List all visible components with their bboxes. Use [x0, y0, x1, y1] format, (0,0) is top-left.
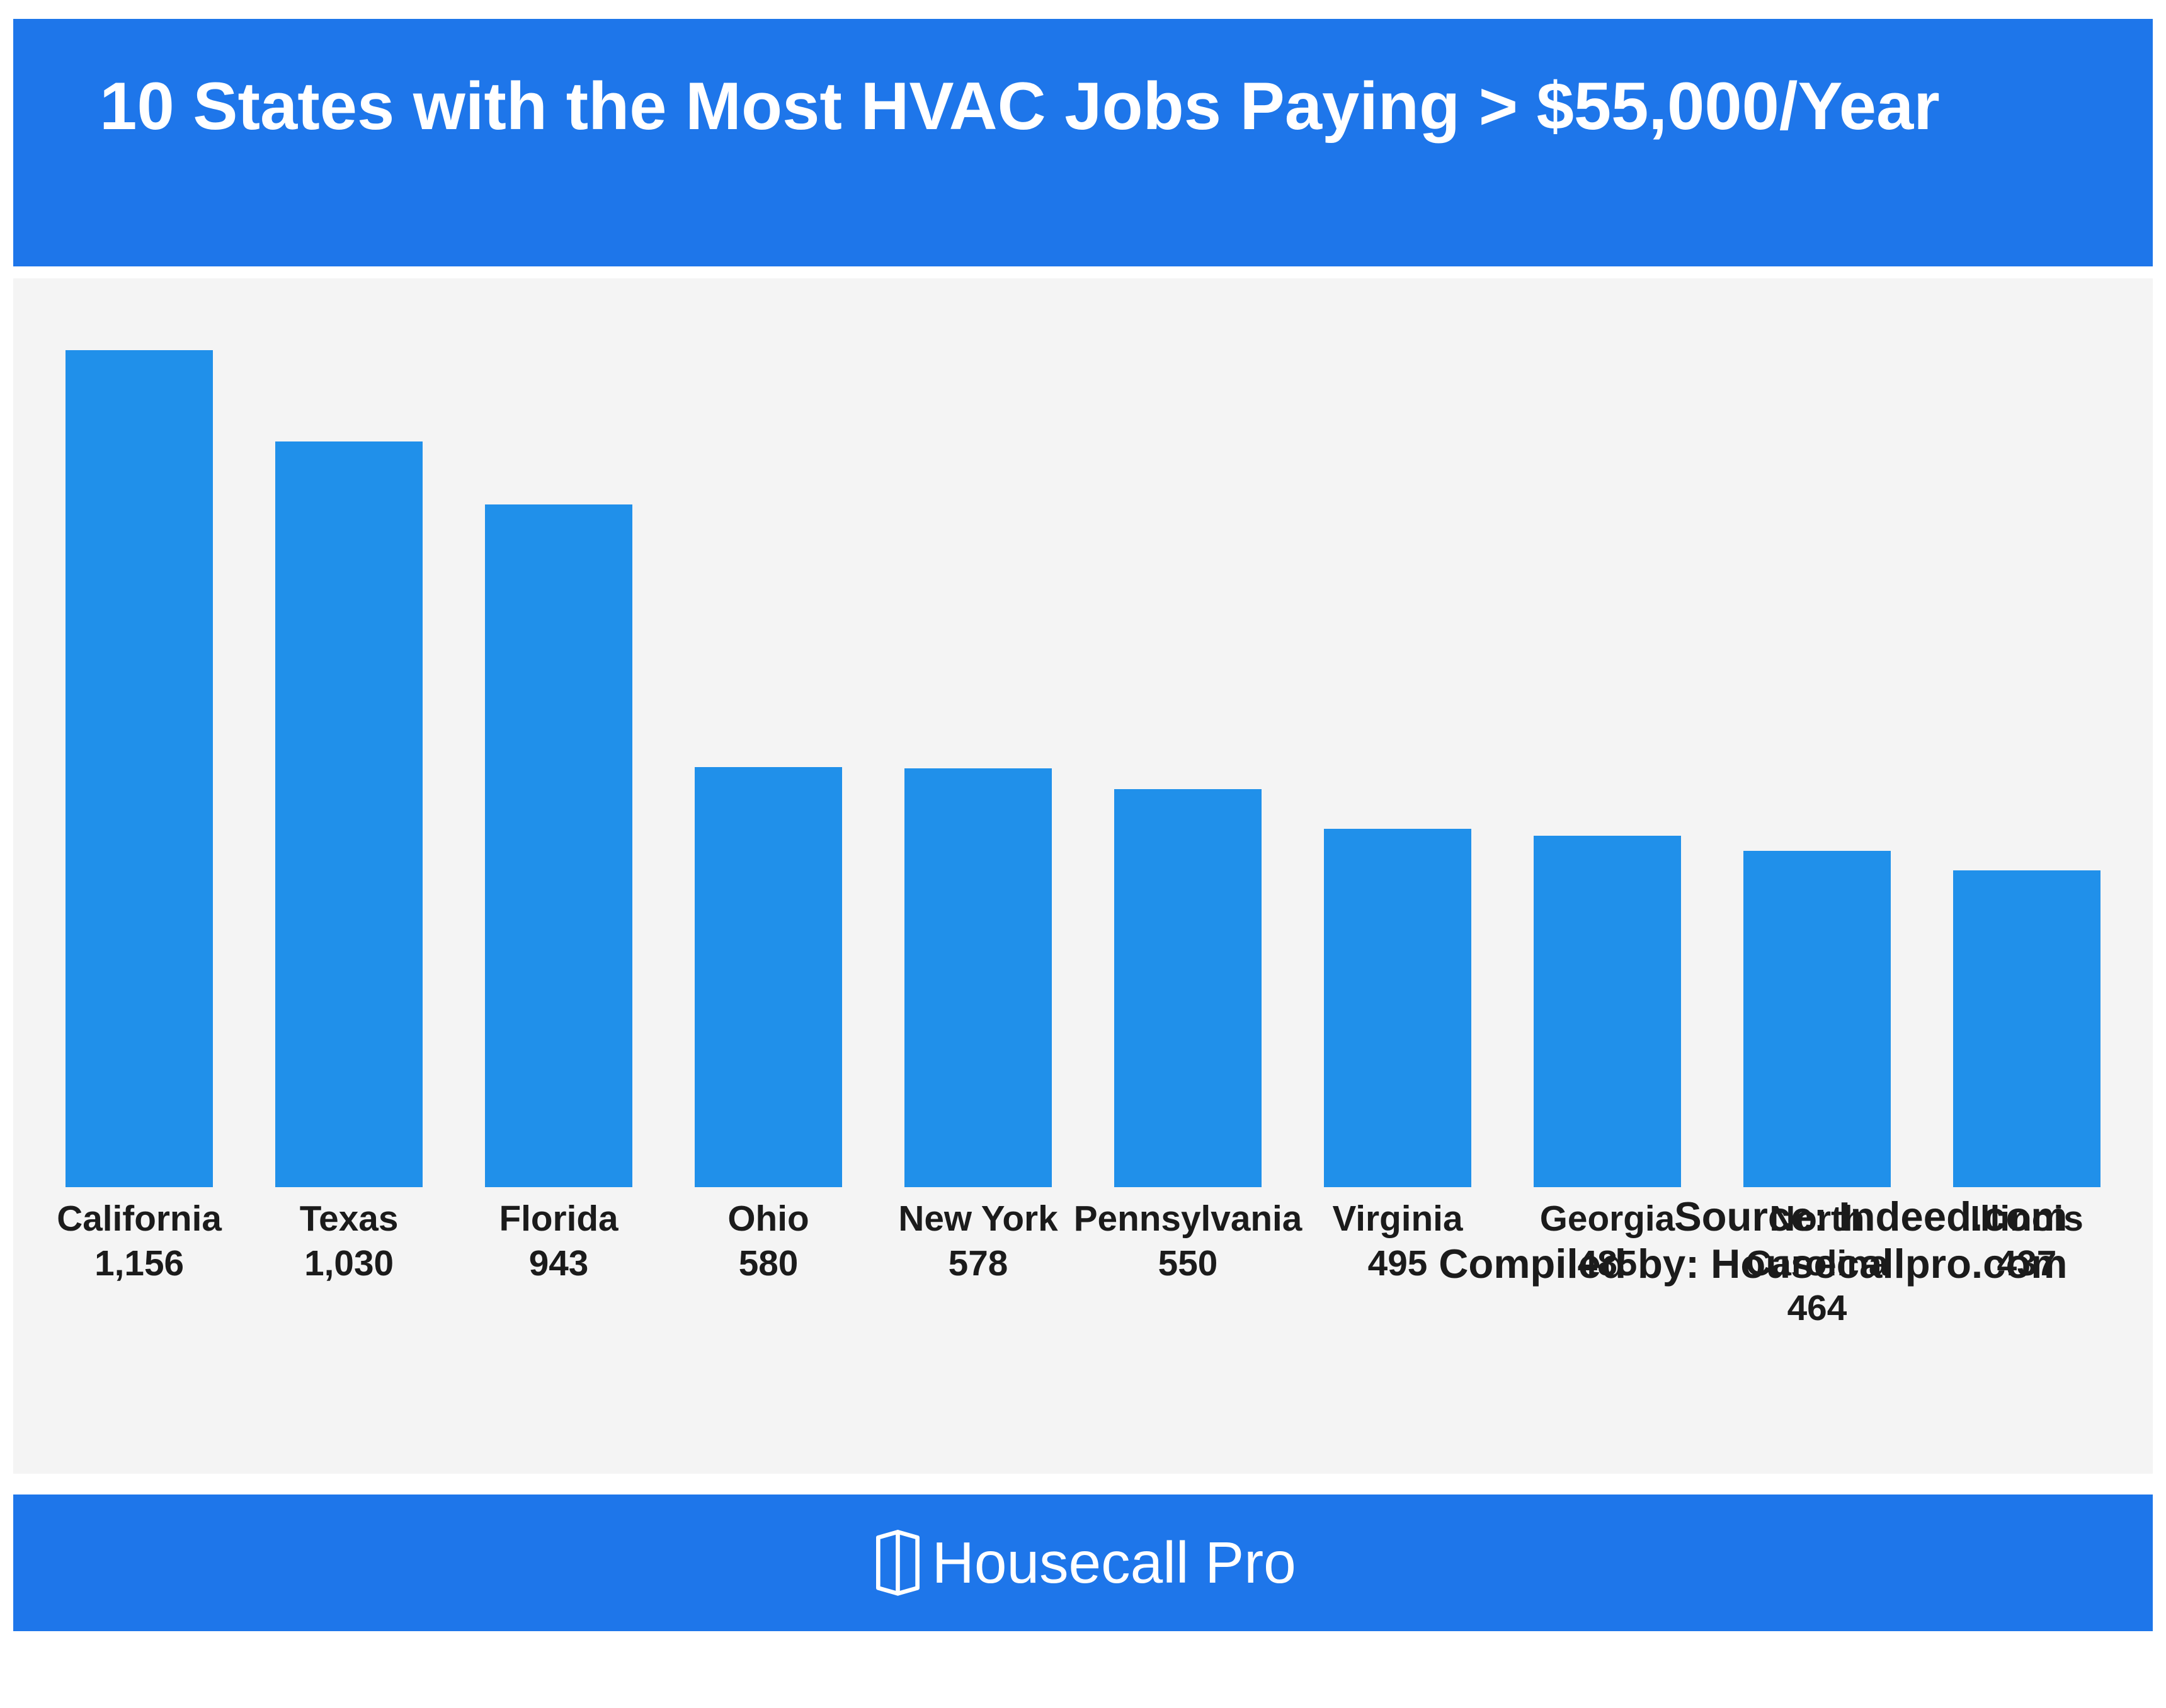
header-band: 10 States with the Most HVAC Jobs Paying…	[13, 19, 2153, 266]
bar-rect	[1534, 836, 1681, 1187]
bar-column: Florida943	[464, 350, 653, 1187]
bar-label: Ohio580	[727, 1197, 809, 1287]
infographic-root: 10 States with the Most HVAC Jobs Paying…	[0, 0, 2166, 1708]
footer-brand-text: Housecall Pro	[932, 1529, 1296, 1597]
bar-column: Virginia495	[1303, 350, 1492, 1187]
bar-rect	[1953, 870, 2100, 1187]
attribution-block: Source: Indeed.com Compiled by: Housecal…	[1439, 1193, 2067, 1287]
bar-column: Texas1,030	[254, 350, 443, 1187]
bar-label: Texas1,030	[300, 1197, 399, 1287]
bar-category-label: New York	[898, 1197, 1057, 1242]
bar-category-label: Texas	[300, 1197, 399, 1242]
bar-rect	[904, 768, 1052, 1187]
bar-category-label: California	[57, 1197, 222, 1242]
bar-label: Florida943	[499, 1197, 618, 1287]
bar-category-label: Florida	[499, 1197, 618, 1242]
bar-column: Georgia485	[1513, 350, 1702, 1187]
bar-rect	[485, 504, 632, 1187]
bar-value-label: 580	[727, 1242, 809, 1287]
bar-rect	[1743, 851, 1891, 1187]
bar-label: Pennsylvania550	[1074, 1197, 1302, 1287]
bars-row: California1,156Texas1,030Florida943Ohio5…	[13, 350, 2153, 1187]
bar-column: North Carolina464	[1723, 350, 1912, 1187]
bar-rect	[1114, 789, 1262, 1187]
bar-column: Ohio580	[674, 350, 863, 1187]
bar-value-label: 1,156	[57, 1242, 222, 1287]
bar-rect	[1324, 829, 1471, 1187]
attribution-compiled-by: Compiled by: Housecallpro.com	[1439, 1240, 2067, 1287]
bar-value-label: 578	[898, 1242, 1057, 1287]
chart-body: California1,156Texas1,030Florida943Ohio5…	[13, 278, 2153, 1474]
bar-label: California1,156	[57, 1197, 222, 1287]
attribution-source: Source: Indeed.com	[1439, 1193, 2067, 1240]
bar-category-label: Ohio	[727, 1197, 809, 1242]
housecallpro-logo-icon	[870, 1529, 926, 1597]
chart-title: 10 States with the Most HVAC Jobs Paying…	[100, 66, 1940, 147]
bar-rect	[275, 441, 423, 1187]
bar-value-label: 943	[499, 1242, 618, 1287]
footer-band: Housecall Pro	[13, 1495, 2153, 1631]
bar-rect	[66, 350, 213, 1187]
bar-column: Illinois437	[1932, 350, 2121, 1187]
bar-value-label: 550	[1074, 1242, 1302, 1287]
bar-label: New York578	[898, 1197, 1057, 1287]
bar-column: California1,156	[45, 350, 234, 1187]
bar-value-label: 464	[1745, 1287, 1888, 1331]
bar-value-label: 1,030	[300, 1242, 399, 1287]
bar-rect	[695, 767, 842, 1187]
bar-column: Pennsylvania550	[1093, 350, 1282, 1187]
bar-category-label: Pennsylvania	[1074, 1197, 1302, 1242]
bar-column: New York578	[884, 350, 1073, 1187]
